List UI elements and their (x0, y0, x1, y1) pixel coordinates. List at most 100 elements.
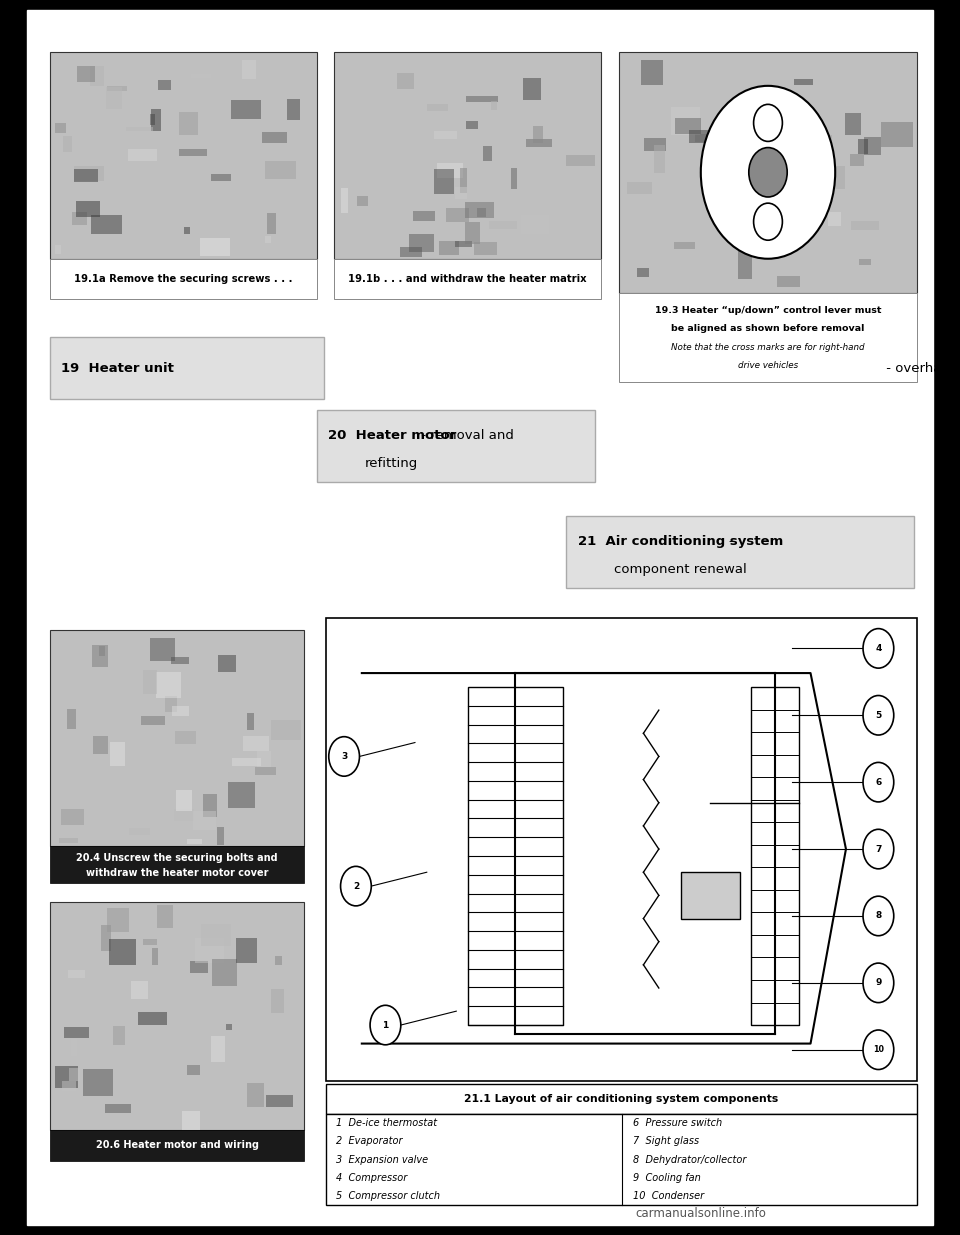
Bar (334, 259, 601, 299)
Bar (326, 1084, 917, 1114)
Text: 8  Dehydrator/collector: 8 Dehydrator/collector (634, 1155, 747, 1165)
Bar (465, 222, 480, 245)
Bar (489, 221, 517, 230)
Text: 7  Sight glass: 7 Sight glass (634, 1136, 699, 1146)
Bar (218, 655, 236, 672)
Bar (804, 136, 832, 152)
Bar (109, 742, 126, 766)
Bar (864, 137, 881, 156)
Bar (859, 259, 872, 266)
Bar (165, 697, 177, 713)
Bar (317, 410, 595, 482)
Bar (212, 958, 237, 986)
Bar (228, 782, 255, 808)
Bar (637, 268, 649, 277)
Circle shape (863, 629, 894, 668)
Bar (141, 716, 165, 725)
Bar (439, 241, 459, 254)
Bar (522, 78, 541, 100)
Bar (153, 947, 157, 966)
Text: 20.4 Unscrew the securing bolts and: 20.4 Unscrew the securing bolts and (76, 853, 278, 863)
Bar (227, 1024, 232, 1030)
Text: 3  Expansion valve: 3 Expansion valve (336, 1155, 428, 1165)
Bar (202, 924, 230, 946)
Bar (50, 630, 304, 846)
Bar (287, 99, 300, 120)
Bar (171, 657, 189, 663)
Bar (681, 872, 740, 919)
Text: withdraw the heater motor cover: withdraw the heater motor cover (85, 868, 269, 878)
Bar (50, 902, 304, 1130)
Text: 4: 4 (876, 643, 881, 653)
Bar (200, 238, 229, 257)
Bar (67, 709, 77, 729)
Bar (211, 1036, 225, 1062)
Bar (106, 1104, 131, 1113)
Bar (357, 196, 368, 206)
Bar (455, 186, 468, 199)
Bar (76, 201, 100, 217)
Circle shape (863, 897, 894, 936)
Bar (627, 182, 653, 194)
Bar (765, 246, 785, 273)
Bar (62, 136, 72, 152)
Circle shape (863, 963, 894, 1003)
Bar (55, 246, 60, 254)
Text: 9  Cooling fan: 9 Cooling fan (634, 1173, 701, 1183)
Bar (186, 839, 202, 845)
Bar (326, 1114, 917, 1205)
Bar (173, 706, 189, 716)
Circle shape (749, 148, 787, 198)
Bar (400, 247, 422, 257)
Bar (719, 130, 735, 148)
Bar (619, 52, 917, 293)
Bar (466, 96, 498, 101)
Bar (851, 221, 878, 230)
Bar (880, 122, 913, 147)
Bar (109, 940, 136, 965)
Bar (511, 168, 516, 189)
Bar (50, 52, 317, 259)
Circle shape (863, 830, 894, 869)
Bar (74, 165, 105, 180)
Circle shape (863, 762, 894, 802)
Bar (63, 1028, 89, 1037)
Bar (50, 1130, 304, 1161)
Bar (196, 937, 224, 963)
Bar (272, 720, 301, 740)
Bar (231, 100, 261, 119)
Text: 19.3 Heater “up/down” control lever must: 19.3 Heater “up/down” control lever must (655, 306, 881, 315)
Bar (858, 140, 869, 154)
Bar (157, 79, 171, 90)
Bar (434, 169, 454, 194)
Bar (75, 169, 98, 182)
Text: 6  Pressure switch: 6 Pressure switch (634, 1118, 722, 1128)
Bar (752, 687, 799, 1025)
Bar (71, 1039, 78, 1056)
Bar (521, 215, 549, 235)
Circle shape (863, 1030, 894, 1070)
Bar (409, 233, 434, 252)
Bar (434, 131, 457, 140)
Circle shape (341, 867, 372, 906)
Bar (108, 909, 129, 931)
Text: -: - (729, 535, 733, 548)
Bar (267, 212, 276, 233)
Bar (193, 811, 216, 830)
Bar (767, 122, 781, 140)
Bar (466, 121, 477, 128)
Bar (654, 144, 665, 173)
Circle shape (328, 736, 359, 777)
Bar (231, 758, 261, 767)
Bar (187, 1065, 200, 1076)
Bar (533, 126, 542, 143)
Bar (100, 646, 105, 656)
Bar (50, 259, 317, 299)
Text: 4  Compressor: 4 Compressor (336, 1173, 407, 1183)
Bar (236, 937, 256, 963)
Bar (68, 969, 84, 978)
Text: 10  Condenser: 10 Condenser (634, 1192, 705, 1202)
Bar (265, 162, 297, 179)
Text: drive vehicles: drive vehicles (738, 361, 798, 370)
Bar (150, 115, 156, 125)
